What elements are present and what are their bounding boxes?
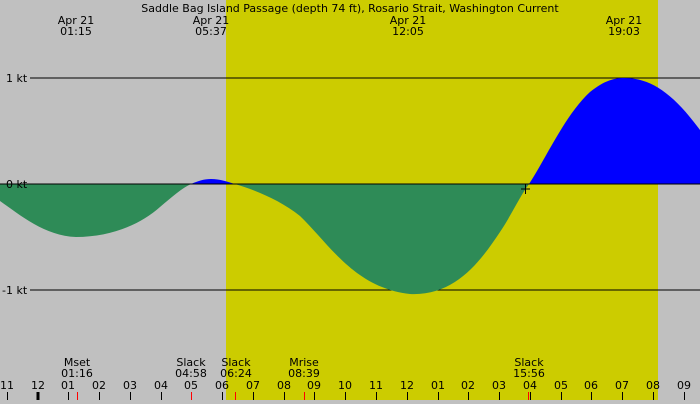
event-name: Mset [64, 356, 91, 369]
top-labels: Apr 21 01:15 Apr 21 05:37 Apr 21 12:05 A… [58, 14, 643, 38]
hour-tick-label: 09 [677, 379, 691, 392]
top-label-time: 05:37 [195, 25, 227, 38]
hour-tick-label: 06 [584, 379, 598, 392]
event-name: Slack [176, 356, 206, 369]
event-time: 15:56 [513, 367, 545, 380]
top-label-time: 12:05 [392, 25, 424, 38]
event-time: 06:24 [220, 367, 252, 380]
hour-tick-label: 01 [61, 379, 75, 392]
hour-tick-label: 12 [400, 379, 414, 392]
hour-tick-label: 12 [31, 379, 45, 392]
hour-tick-label: 03 [492, 379, 506, 392]
hour-tick-label: 07 [246, 379, 260, 392]
top-label-date: Apr 21 [390, 14, 427, 27]
hour-tick-label: 03 [123, 379, 137, 392]
hour-tick-label: 05 [184, 379, 198, 392]
event-name: Slack [221, 356, 251, 369]
hour-tick-label: 02 [461, 379, 475, 392]
top-label-date: Apr 21 [58, 14, 95, 27]
hour-tick-label: 08 [646, 379, 660, 392]
hour-tick-label: 04 [523, 379, 537, 392]
event-time: 04:58 [175, 367, 207, 380]
hour-tick-label: 04 [154, 379, 168, 392]
ebb-area-2 [235, 184, 529, 295]
hour-tick-label: 02 [92, 379, 106, 392]
y-label-0kt: 0 kt [6, 178, 28, 191]
hour-tick-label: 10 [338, 379, 352, 392]
slack-crosshair-icon [521, 184, 530, 194]
flood-area-2 [529, 78, 700, 184]
flood-area-1 [191, 179, 235, 184]
y-label-1kt: 1 kt [6, 72, 28, 85]
top-label-date: Apr 21 [606, 14, 643, 27]
bottom-events: Mset 01:16 Slack 04:58 Slack 06:24 Mrise… [61, 356, 545, 380]
ebb-area-1 [0, 184, 191, 237]
top-label-time: 19:03 [608, 25, 640, 38]
event-time: 08:39 [288, 367, 320, 380]
event-tick-marks [77, 392, 529, 400]
hour-tick-label: 01 [431, 379, 445, 392]
hour-tick-marks [7, 392, 685, 400]
event-name: Slack [514, 356, 544, 369]
hour-tick-label: 11 [0, 379, 14, 392]
hour-tick-label: 05 [554, 379, 568, 392]
hour-tick-label: 08 [277, 379, 291, 392]
event-name: Mrise [289, 356, 319, 369]
chart-title: Saddle Bag Island Passage (depth 74 ft),… [141, 2, 559, 15]
hour-tick-label: 11 [369, 379, 383, 392]
y-label-neg1kt: -1 kt [2, 284, 28, 297]
hour-tick-labels: 11 12 01 02 03 04 05 06 07 08 09 10 11 1… [0, 379, 691, 392]
event-time: 01:16 [61, 367, 93, 380]
top-label-time: 01:15 [60, 25, 92, 38]
top-label-date: Apr 21 [193, 14, 230, 27]
hour-tick-label: 06 [215, 379, 229, 392]
hour-tick-label: 09 [307, 379, 321, 392]
hour-tick-label: 07 [615, 379, 629, 392]
